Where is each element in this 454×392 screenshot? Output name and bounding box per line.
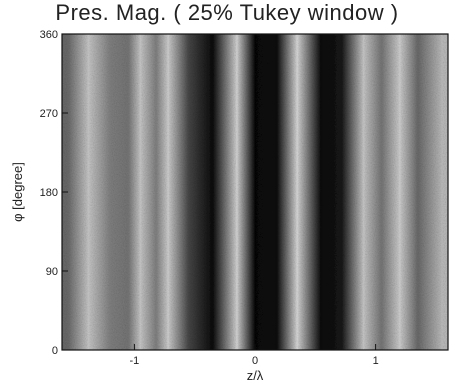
heatmap-band [167, 34, 170, 350]
x-axis-label: z/λ [247, 368, 264, 383]
x-tick-label: 1 [373, 355, 379, 367]
heatmap-band [211, 34, 214, 350]
heatmap-band [398, 34, 401, 350]
heatmap-band [275, 34, 278, 350]
heatmap-band [187, 34, 190, 350]
heatmap-band [320, 34, 323, 350]
heatmap-band [380, 34, 383, 350]
plot-area [62, 34, 448, 350]
heatmap-band [440, 34, 443, 350]
heatmap-band [416, 34, 419, 350]
heatmap-band [296, 34, 299, 350]
heatmap-band [127, 34, 130, 350]
heatmap-band [87, 34, 90, 350]
heatmap-field [62, 34, 448, 350]
x-tick-label: -1 [129, 355, 139, 367]
chart-title: Pres. Mag. ( 25% Tukey window ) [55, 0, 399, 25]
y-tick-label: 180 [40, 187, 58, 199]
y-tick-label: 270 [40, 108, 58, 120]
heatmap-band [340, 34, 343, 350]
heatmap-band [109, 34, 112, 350]
heatmap-band [254, 34, 256, 350]
x-tick-label: 0 [252, 355, 258, 367]
y-axis-label: φ [degree] [10, 162, 25, 222]
heatmap-band [139, 34, 142, 350]
heatmap-band [235, 34, 238, 350]
y-tick-label: 0 [52, 345, 58, 357]
axes: -1 0 1 0 90 180 270 360 [40, 29, 379, 367]
y-tick-label: 360 [40, 29, 58, 41]
heatmap-band [155, 34, 158, 350]
heatmap-band [362, 34, 365, 350]
heatmap-band [67, 34, 70, 350]
y-tick-label: 90 [46, 266, 58, 278]
